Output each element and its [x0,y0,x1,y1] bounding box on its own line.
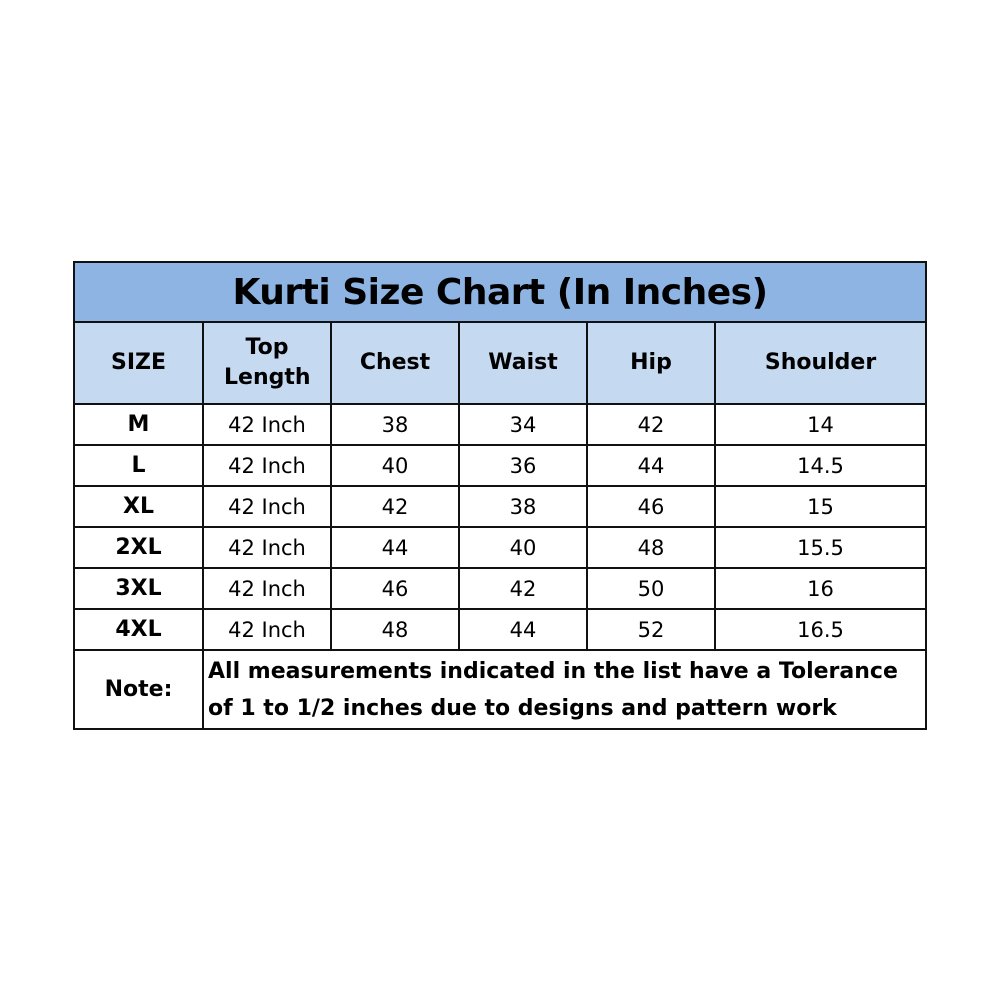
table-cell: 46 [330,567,460,610]
table-row: 3XL 42 Inch 46 42 50 16 [73,567,928,610]
table-cell: 42 Inch [202,567,332,610]
table-row: 2XL 42 Inch 44 40 48 15.5 [73,526,928,569]
table-cell: 50 [586,567,716,610]
size-cell: 2XL [73,526,204,569]
table-cell: 42 Inch [202,608,332,651]
table-cell: 42 [458,567,588,610]
table-cell: 38 [330,403,460,446]
column-header: Waist [458,321,588,405]
table-cell: 42 Inch [202,485,332,528]
table-cell: 48 [330,608,460,651]
table-cell: 46 [586,485,716,528]
table-cell: 42 [586,403,716,446]
table-cell: 40 [330,444,460,487]
table-cell: 36 [458,444,588,487]
table-cell: 40 [458,526,588,569]
note-label: Note: [73,649,204,730]
note-row: Note: All measurements indicated in the … [73,649,928,730]
size-cell: L [73,444,204,487]
column-header: Shoulder [713,321,928,405]
table-cell: 42 [330,485,460,528]
table-row: L 42 Inch 40 36 44 14.5 [73,444,928,487]
size-chart-table: Kurti Size Chart (In Inches) SIZE Top Len… [72,261,928,730]
table-cell: 48 [586,526,716,569]
size-cell: XL [73,485,204,528]
table-cell: 15.5 [713,526,928,569]
table-cell: 44 [586,444,716,487]
size-cell: M [73,403,204,446]
table-row: M 42 Inch 38 34 42 14 [73,403,928,446]
table-cell: 14.5 [713,444,928,487]
table-cell: 44 [330,526,460,569]
column-header: SIZE [73,321,204,405]
table-cell: 38 [458,485,588,528]
table-cell: 16.5 [713,608,928,651]
size-cell: 4XL [73,608,204,651]
table-cell: 42 Inch [202,444,332,487]
table-cell: 16 [713,567,928,610]
table-row: 4XL 42 Inch 48 44 52 16.5 [73,608,928,651]
chart-title: Kurti Size Chart (In Inches) [72,261,928,323]
column-header: Hip [586,321,716,405]
table-cell: 52 [586,608,716,651]
table-row: XL 42 Inch 42 38 46 15 [73,485,928,528]
table-cell: 42 Inch [202,526,332,569]
note-text: All measurements indicated in the list h… [201,649,928,730]
header-row: SIZE Top Length Chest Waist Hip Shoulder [73,321,928,405]
table-cell: 44 [458,608,588,651]
table-cell: 15 [713,485,928,528]
column-header: Top Length [202,321,332,405]
table-cell: 34 [458,403,588,446]
size-cell: 3XL [73,567,204,610]
column-header: Chest [330,321,460,405]
table-cell: 42 Inch [202,403,332,446]
table-cell: 14 [713,403,928,446]
